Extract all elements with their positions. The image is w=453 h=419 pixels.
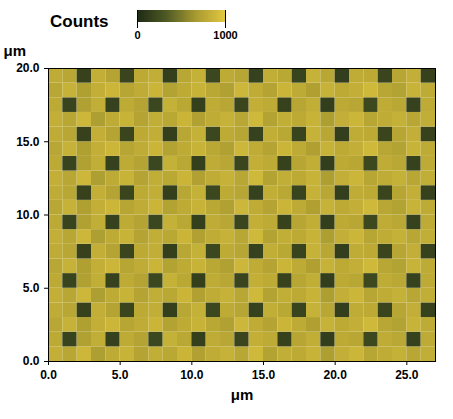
svg-text:25.0: 25.0 — [395, 368, 419, 382]
svg-text:20.0: 20.0 — [323, 368, 347, 382]
html-text:Counts: Counts — [50, 12, 109, 31]
svg-text:15.0: 15.0 — [16, 135, 40, 149]
svg-text:0: 0 — [134, 29, 140, 41]
svg-text:0.0: 0.0 — [40, 368, 57, 382]
svg-text:0.0: 0.0 — [23, 354, 40, 368]
svg-text:15.0: 15.0 — [252, 368, 276, 382]
svg-text:5.0: 5.0 — [112, 368, 129, 382]
svg-text:10.0: 10.0 — [180, 368, 204, 382]
svg-text:10.0: 10.0 — [16, 208, 40, 222]
svg-text:5.0: 5.0 — [23, 281, 40, 295]
svg-text:μm: μm — [231, 386, 254, 403]
svg-text:20.0: 20.0 — [16, 61, 40, 75]
svg-text:1000: 1000 — [213, 29, 237, 41]
svg-text:μm: μm — [4, 42, 27, 59]
